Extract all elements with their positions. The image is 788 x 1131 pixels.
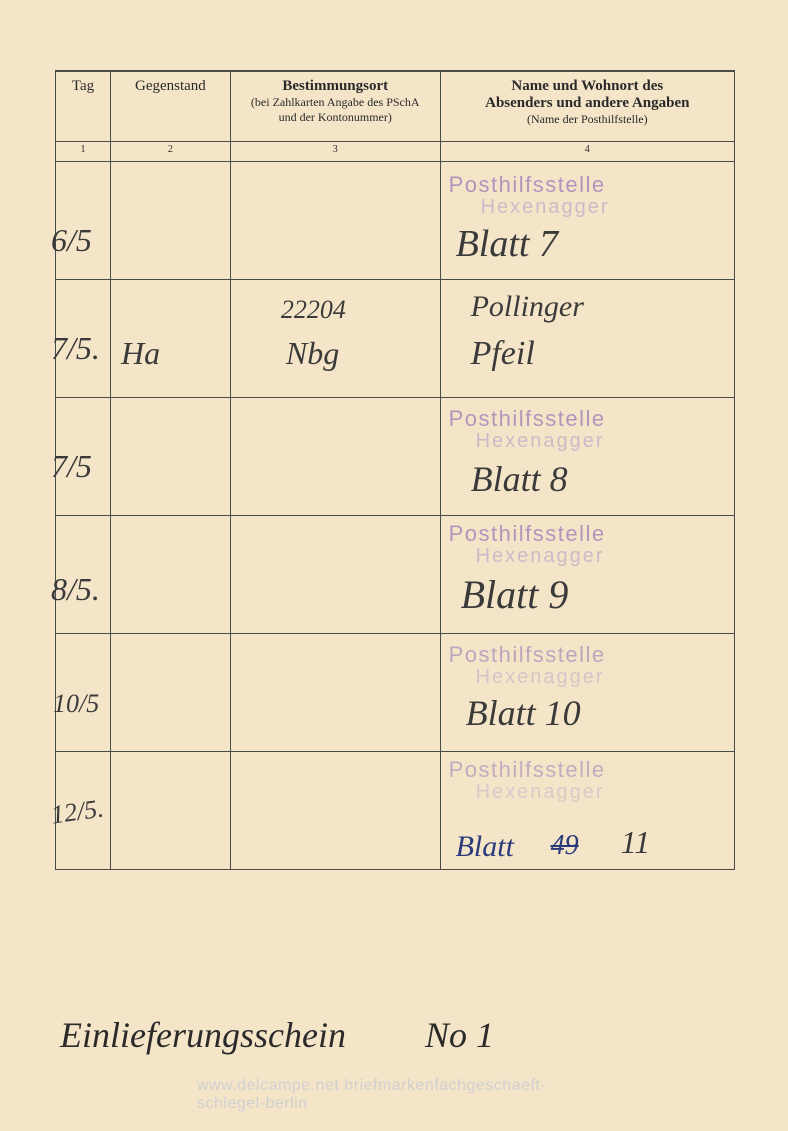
note-blue-r6: Blatt	[456, 830, 514, 864]
name2-r2: Pfeil	[471, 335, 535, 373]
stamp-line1-r3: Posthilfsstelle	[449, 406, 606, 432]
bestimmung-txt-2: Nbg	[286, 335, 339, 372]
cell-gegenstand-4	[110, 515, 230, 633]
stamp-line1-r1: Posthilfsstelle	[449, 172, 606, 198]
watermark-text: www.delcampe.net briefmarkenfachgeschaef…	[197, 1077, 591, 1113]
cell-tag-2: 7/5.	[56, 279, 111, 397]
header-name: Name und Wohnort des Absenders und ander…	[440, 71, 734, 141]
stamp-line1-r5: Posthilfsstelle	[449, 642, 606, 668]
header-bestimmungsort: Bestimmungsort (bei Zahlkarten Angabe de…	[230, 71, 440, 141]
tag-value-3: 7/5	[51, 448, 92, 485]
stamp-line2-r3: Hexenagger	[476, 430, 605, 453]
postal-form-table: Tag Gegenstand Bestimmungsort (bei Zahlk…	[55, 70, 735, 870]
header-name-line1: Name und Wohnort des	[449, 78, 726, 95]
stamp-line2-r4: Hexenagger	[476, 545, 605, 568]
bottom-handwriting: Einlieferungsschein No 1	[60, 1014, 494, 1056]
bottom-text-2: No 1	[425, 1015, 494, 1055]
header-name-line2: Absenders und andere Angaben	[449, 95, 726, 112]
cell-tag-6: 12/5.	[56, 751, 111, 869]
cell-name-4: Posthilfsstelle Hexenagger Blatt 9	[440, 515, 734, 633]
name1-r2: Pollinger	[471, 290, 584, 324]
stamp-line1-r4: Posthilfsstelle	[449, 521, 606, 547]
cell-bestimmung-5	[230, 633, 440, 751]
bestimmung-num-2: 22204	[281, 295, 346, 325]
tag-value-6: 12/5.	[49, 793, 105, 830]
cell-tag-5: 10/5	[56, 633, 111, 751]
cell-bestimmung-1	[230, 161, 440, 279]
cell-bestimmung-4	[230, 515, 440, 633]
header-bestimmungsort-sub2: und der Kontonummer)	[239, 110, 432, 125]
note-after-r6: 11	[621, 824, 651, 861]
colnum-4: 4	[440, 141, 734, 161]
note-r5: Blatt 10	[466, 692, 581, 734]
stamp-line2-r6: Hexenagger	[476, 781, 605, 804]
header-gegenstand: Gegenstand	[110, 71, 230, 141]
header-name-line3: (Name der Posthilfstelle)	[449, 112, 726, 127]
note-r1: Blatt 7	[456, 222, 558, 266]
header-bestimmungsort-title: Bestimmungsort	[239, 78, 432, 95]
cell-gegenstand-1	[110, 161, 230, 279]
colnum-2: 2	[110, 141, 230, 161]
tag-value-4: 8/5.	[51, 571, 100, 608]
cell-name-3: Posthilfsstelle Hexenagger Blatt 8	[440, 397, 734, 515]
data-row-3: 7/5 Posthilfsstelle Hexenagger Blatt 8	[56, 397, 735, 515]
data-row-1: 6/5 Posthilfsstelle Hexenagger Blatt 7	[56, 161, 735, 279]
gegenstand-2: Ha	[121, 335, 160, 372]
cell-tag-3: 7/5	[56, 397, 111, 515]
cell-gegenstand-2: Ha	[110, 279, 230, 397]
cell-gegenstand-5	[110, 633, 230, 751]
header-tag: Tag	[56, 71, 111, 141]
cell-tag-1: 6/5	[56, 161, 111, 279]
cell-name-1: Posthilfsstelle Hexenagger Blatt 7	[440, 161, 734, 279]
stamp-line2-r5: Hexenagger	[476, 666, 605, 689]
tag-value-1: 6/5	[51, 222, 92, 259]
data-row-6: 12/5. Posthilfsstelle Hexenagger Blatt 4…	[56, 751, 735, 869]
cell-gegenstand-3	[110, 397, 230, 515]
cell-bestimmung-2: 22204 Nbg	[230, 279, 440, 397]
document-page: Tag Gegenstand Bestimmungsort (bei Zahlk…	[0, 0, 788, 1131]
column-number-row: 1 2 3 4	[56, 141, 735, 161]
cell-gegenstand-6	[110, 751, 230, 869]
tag-value-2: 7/5.	[51, 330, 100, 367]
cell-name-2: Pollinger Pfeil	[440, 279, 734, 397]
note-r3: Blatt 8	[471, 458, 568, 500]
cell-name-6: Posthilfsstelle Hexenagger Blatt 49 11	[440, 751, 734, 869]
colnum-3: 3	[230, 141, 440, 161]
data-row-5: 10/5 Posthilfsstelle Hexenagger Blatt 10	[56, 633, 735, 751]
header-bestimmungsort-sub1: (bei Zahlkarten Angabe des PSchA	[239, 95, 432, 110]
cell-bestimmung-6	[230, 751, 440, 869]
bottom-text-1: Einlieferungsschein	[60, 1015, 346, 1055]
colnum-1: 1	[56, 141, 111, 161]
note-r4: Blatt 9	[461, 571, 569, 618]
cell-name-5: Posthilfsstelle Hexenagger Blatt 10	[440, 633, 734, 751]
note-strike-r6: 49	[551, 830, 579, 862]
cell-bestimmung-3	[230, 397, 440, 515]
cell-tag-4: 8/5.	[56, 515, 111, 633]
tag-value-5: 10/5	[53, 689, 99, 719]
header-row: Tag Gegenstand Bestimmungsort (bei Zahlk…	[56, 71, 735, 141]
data-row-4: 8/5. Posthilfsstelle Hexenagger Blatt 9	[56, 515, 735, 633]
stamp-line1-r6: Posthilfsstelle	[449, 757, 606, 783]
data-row-2: 7/5. Ha 22204 Nbg Pollinger Pfeil	[56, 279, 735, 397]
stamp-line2-r1: Hexenagger	[481, 196, 610, 219]
